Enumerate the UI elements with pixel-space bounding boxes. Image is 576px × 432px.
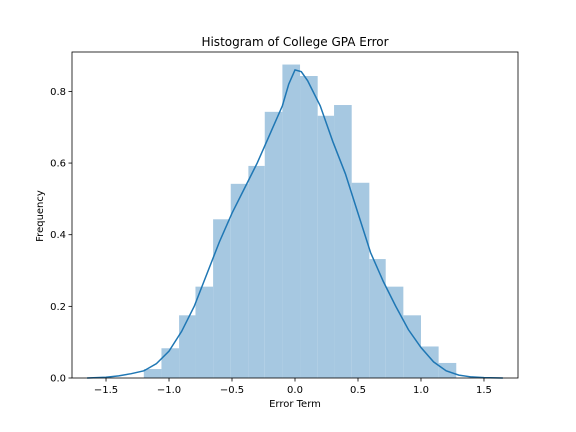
- histogram-bar-12: [351, 182, 370, 378]
- histogram-bar-15: [403, 315, 421, 378]
- y-tick-label-0: 0.0: [50, 374, 66, 385]
- histogram-bar-10: [317, 115, 335, 379]
- histogram-bars: [143, 64, 457, 379]
- histogram-bar-0: [143, 369, 162, 378]
- histogram-bar-7: [264, 111, 283, 379]
- histogram-bar-16: [420, 346, 439, 378]
- histogram-bar-8: [282, 64, 301, 379]
- plot-frame: [71, 51, 519, 379]
- histogram-bar-2: [179, 315, 196, 378]
- x-tick-label-4: 0.5: [350, 385, 366, 396]
- histogram-bar-14: [385, 286, 404, 378]
- y-axis-label: Frequency: [35, 190, 46, 242]
- x-tick-label-6: 1.5: [476, 385, 492, 396]
- histogram-bar-1: [161, 348, 180, 378]
- y-tick-label-2: 0.4: [50, 230, 66, 241]
- histogram-bar-5: [230, 183, 249, 378]
- y-tick-label-1: 0.2: [50, 302, 66, 313]
- y-axis-ticks: 0.0 0.2 0.4 0.6 0.8: [50, 87, 72, 385]
- y-tick-label-4: 0.8: [50, 87, 66, 98]
- histogram-bar-6: [248, 165, 265, 378]
- x-axis-label: Error Term: [269, 399, 321, 410]
- x-tick-label-5: 1.0: [413, 385, 429, 396]
- histogram-bar-11: [334, 105, 352, 379]
- histogram-bar-13: [369, 259, 386, 378]
- x-tick-label-3: 0.0: [287, 385, 303, 396]
- y-tick-label-3: 0.6: [50, 159, 66, 170]
- histogram-bar-4: [213, 219, 231, 378]
- kde-curve: [87, 69, 503, 379]
- x-tick-label-2: −0.5: [220, 385, 244, 396]
- x-tick-label-0: −1.5: [94, 385, 118, 396]
- x-tick-label-1: −1.0: [157, 385, 181, 396]
- histogram-bar-9: [300, 76, 318, 378]
- histogram-bar-3: [195, 286, 214, 378]
- chart-title: Histogram of College GPA Error: [201, 35, 388, 49]
- x-axis-ticks: −1.5 −1.0 −0.5 0.0 0.5 1.0 1.5: [94, 378, 492, 396]
